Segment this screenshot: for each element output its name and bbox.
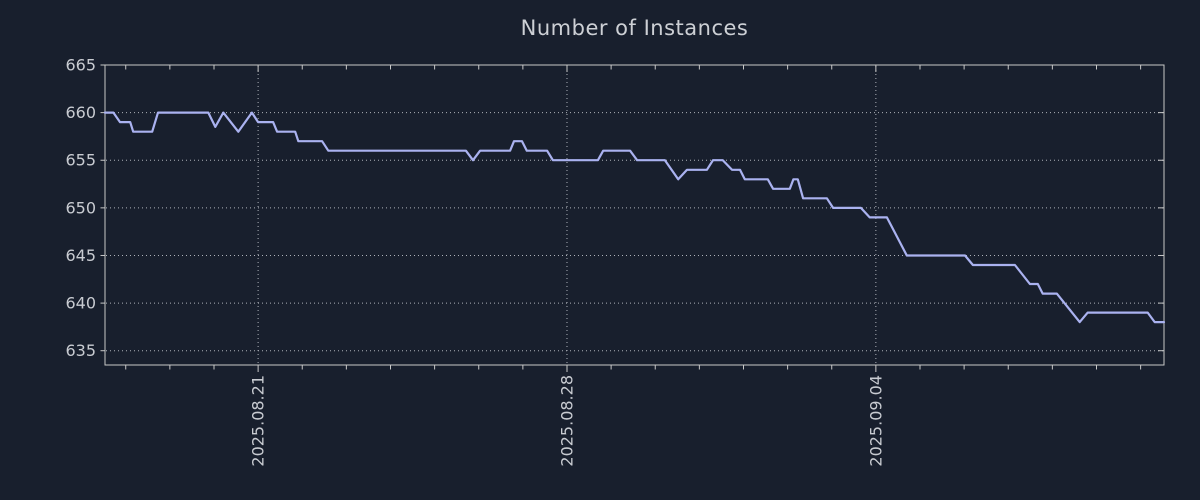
y-tick-label: 650 <box>65 198 96 217</box>
y-tick-label: 665 <box>65 56 96 75</box>
y-tick-label: 640 <box>65 294 96 313</box>
y-tick-label: 660 <box>65 103 96 122</box>
y-tick-label: 645 <box>65 246 96 265</box>
data-line-instances <box>103 111 1166 324</box>
y-tick-label: 635 <box>65 341 96 360</box>
plot-border <box>104 64 1165 366</box>
x-tick-label: 2025.08.28 <box>557 375 576 467</box>
x-tick-label: 2025.08.21 <box>249 375 268 467</box>
y-tick-label: 655 <box>65 151 96 170</box>
chart-title: Number of Instances <box>520 16 749 40</box>
x-tick-label: 2025.09.04 <box>866 375 885 467</box>
